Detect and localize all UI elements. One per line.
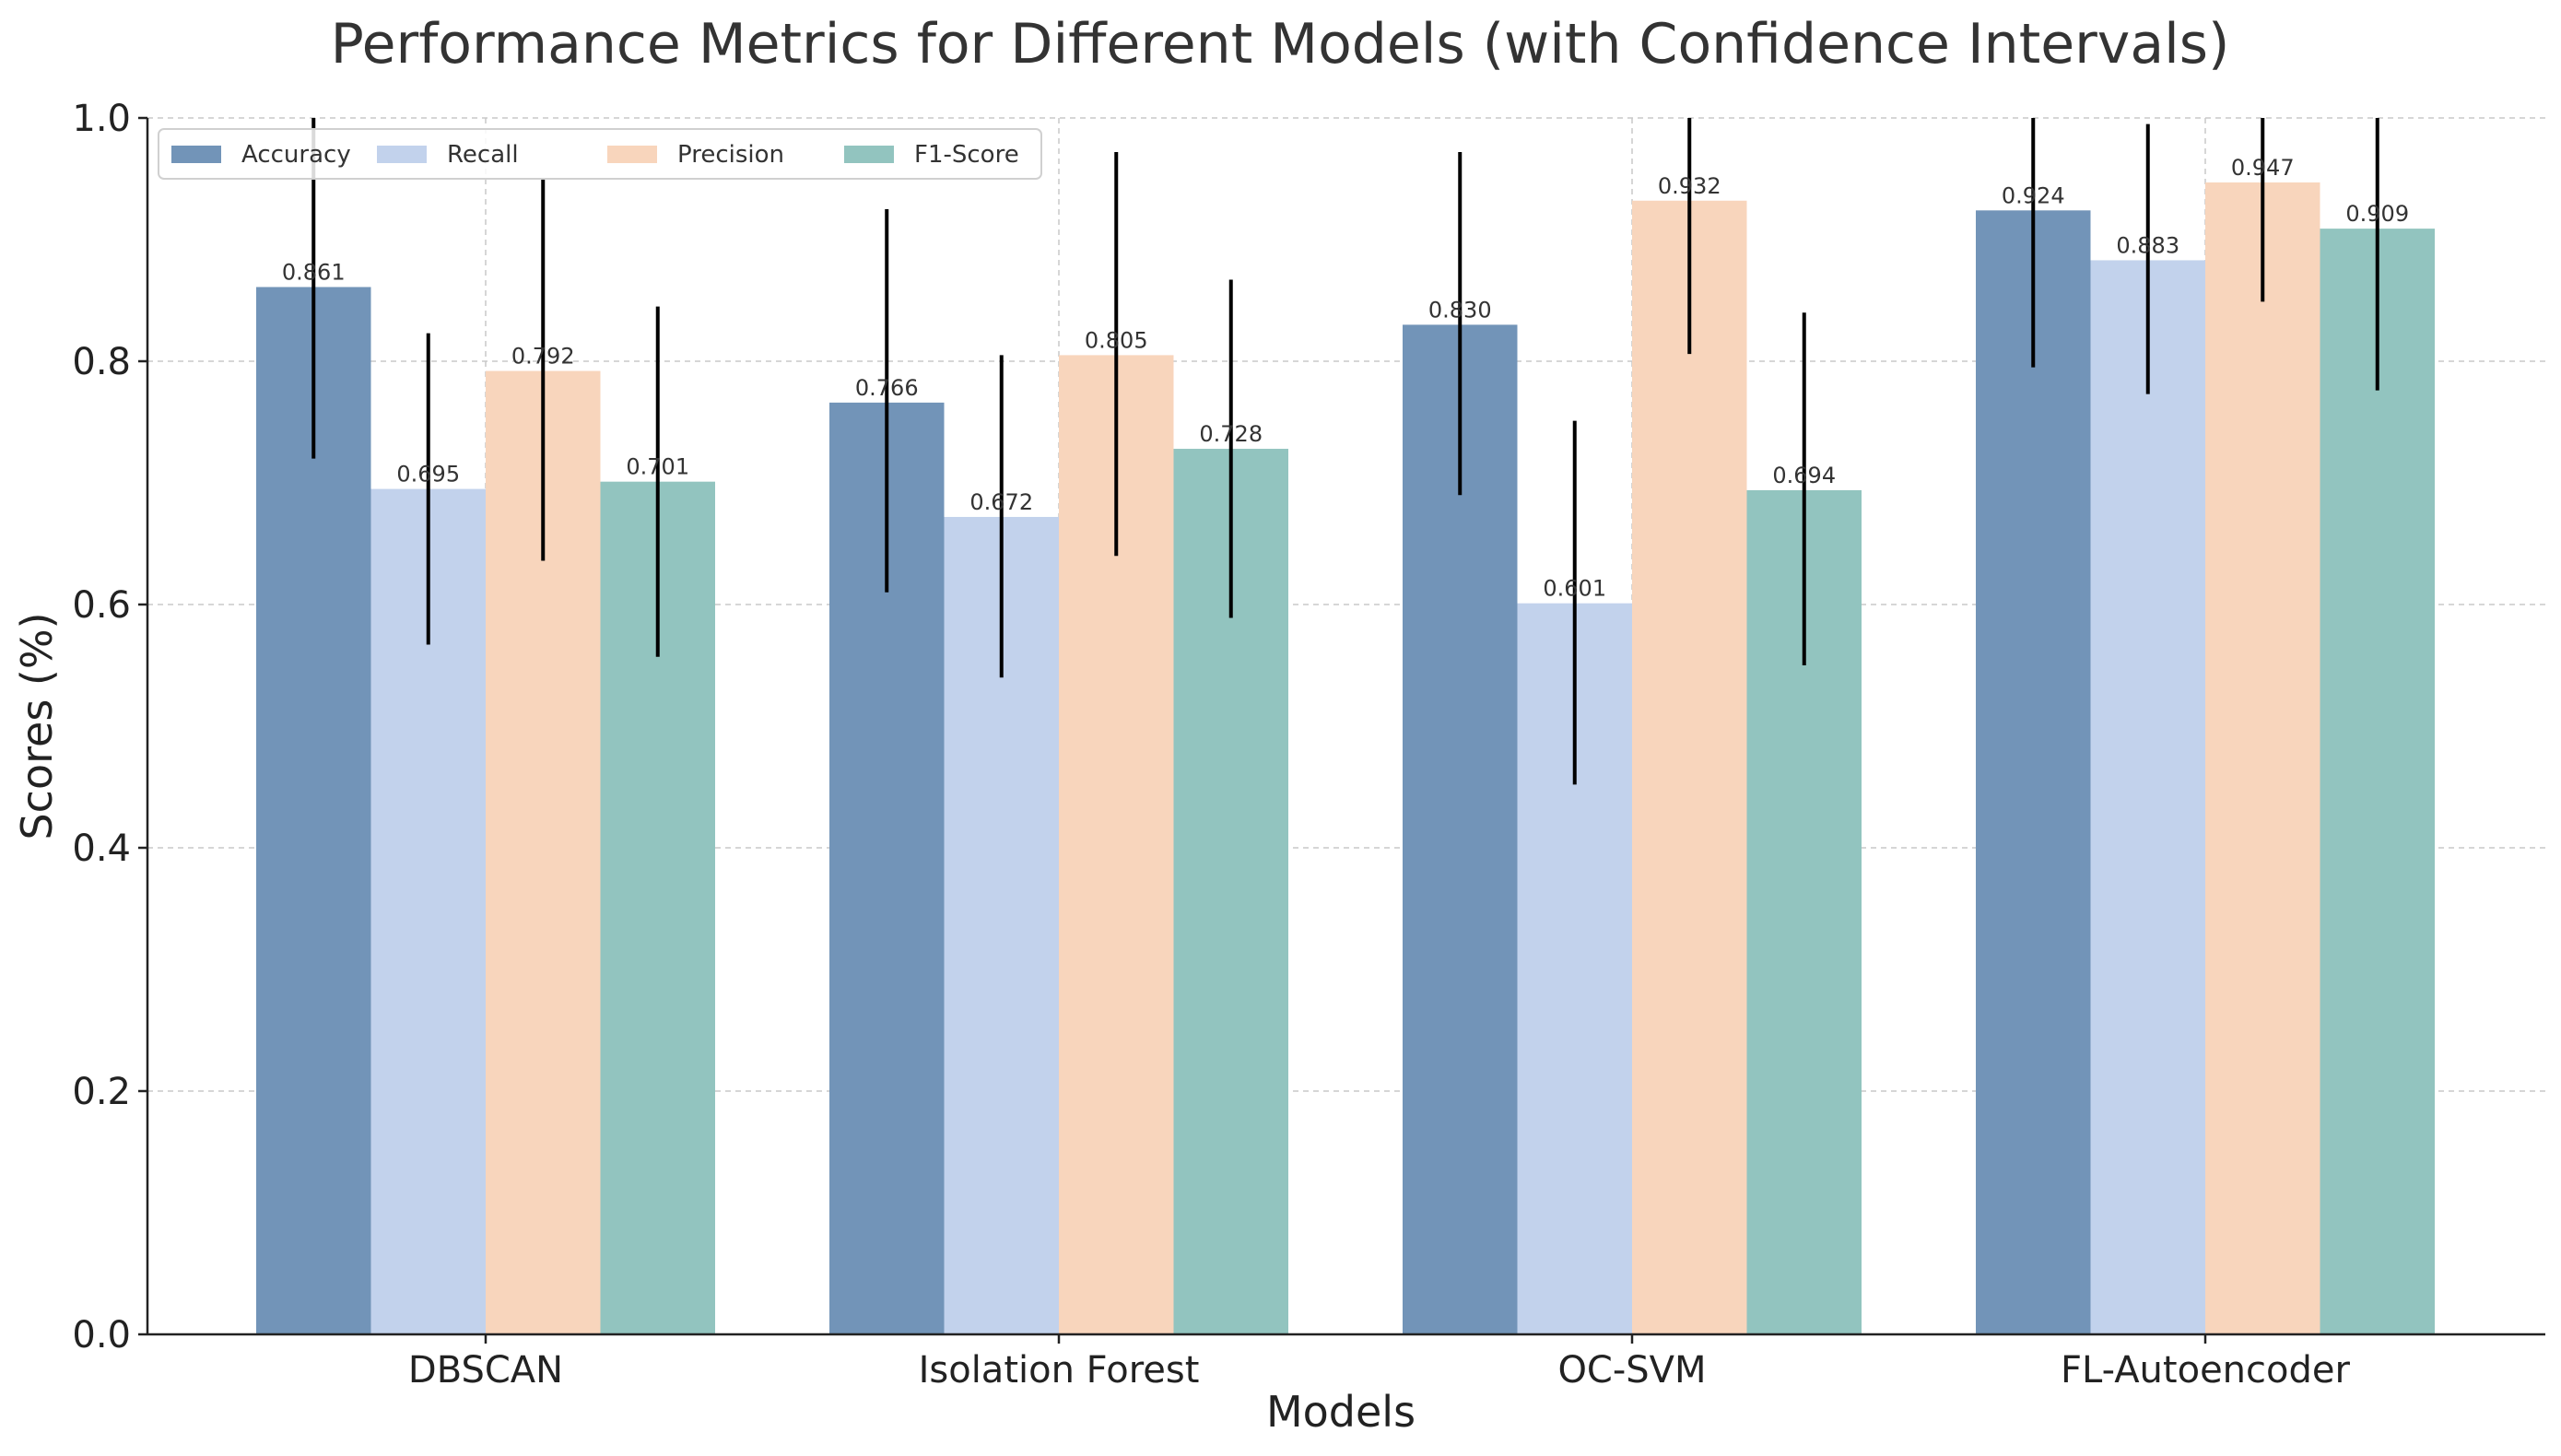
data-label-f1-score-0: 0.701 (626, 454, 689, 480)
legend: Accuracy Recall Precision F1-Score (158, 128, 1042, 180)
bar-precision-2 (1632, 200, 1747, 1334)
x-tick-label: OC-SVM (1557, 1349, 1706, 1391)
y-tick-label: 0.2 (72, 1071, 131, 1113)
bars-layer (256, 182, 2435, 1335)
data-label-accuracy-2: 0.830 (1428, 297, 1492, 323)
data-label-accuracy-0: 0.861 (282, 259, 346, 285)
data-label-f1-score-1: 0.728 (1199, 421, 1263, 447)
x-tick-label: DBSCAN (408, 1349, 563, 1391)
legend-box (158, 128, 1042, 180)
bar-accuracy-0 (256, 287, 371, 1335)
data-label-f1-score-3: 0.909 (2345, 201, 2409, 227)
x-tick-label: FL-Autoencoder (2061, 1349, 2350, 1391)
y-tick-label: 0.0 (72, 1314, 131, 1356)
data-label-precision-0: 0.792 (511, 344, 575, 370)
bar-precision-3 (2205, 182, 2320, 1335)
x-tick-label: Isolation Forest (919, 1349, 1200, 1391)
data-label-recall-2: 0.601 (1543, 576, 1606, 602)
legend-label-recall: Recall (447, 141, 519, 169)
y-ticks: 0.0 0.2 0.4 0.6 0.8 1.0 (72, 98, 147, 1356)
data-label-recall-0: 0.695 (396, 462, 460, 487)
data-label-f1-score-2: 0.694 (1772, 463, 1836, 488)
legend-swatch-f1-score (844, 146, 894, 163)
data-label-precision-3: 0.947 (2231, 155, 2295, 181)
y-tick-label: 0.8 (72, 341, 131, 383)
y-tick-label: 1.0 (72, 98, 131, 140)
y-tick-label: 0.6 (72, 584, 131, 627)
data-label-recall-3: 0.883 (2116, 232, 2179, 258)
y-axis-label: Scores (%) (12, 612, 62, 840)
labels-layer: 0.861 0.766 0.830 0.924 0.695 0.672 0.601 0.883… (282, 155, 2409, 602)
axes-layer (146, 118, 2545, 1336)
data-label-accuracy-3: 0.924 (2002, 182, 2065, 208)
legend-label-precision: Precision (677, 141, 784, 169)
data-label-accuracy-1: 0.766 (855, 375, 919, 401)
bar-f1-score-3 (2320, 229, 2435, 1334)
bar-accuracy-3 (1976, 210, 2091, 1334)
legend-swatch-recall (377, 146, 427, 163)
data-label-precision-1: 0.805 (1085, 327, 1148, 353)
errorbars-layer (311, 118, 2379, 785)
chart-title: Performance Metrics for Different Models… (331, 12, 2230, 76)
data-label-precision-2: 0.932 (1658, 173, 1721, 199)
legend-swatch-accuracy (171, 146, 221, 163)
legend-label-accuracy: Accuracy (241, 141, 351, 169)
x-axis-label: Models (1266, 1387, 1416, 1437)
y-tick-label: 0.4 (72, 828, 131, 870)
x-ticks: DBSCAN Isolation Forest OC-SVM FL-Autoencod… (408, 1334, 2350, 1391)
legend-label-f1-score: F1-Score (914, 141, 1019, 169)
data-label-recall-1: 0.672 (969, 489, 1033, 515)
legend-swatch-precision (607, 146, 657, 163)
bar-recall-3 (2090, 260, 2205, 1335)
